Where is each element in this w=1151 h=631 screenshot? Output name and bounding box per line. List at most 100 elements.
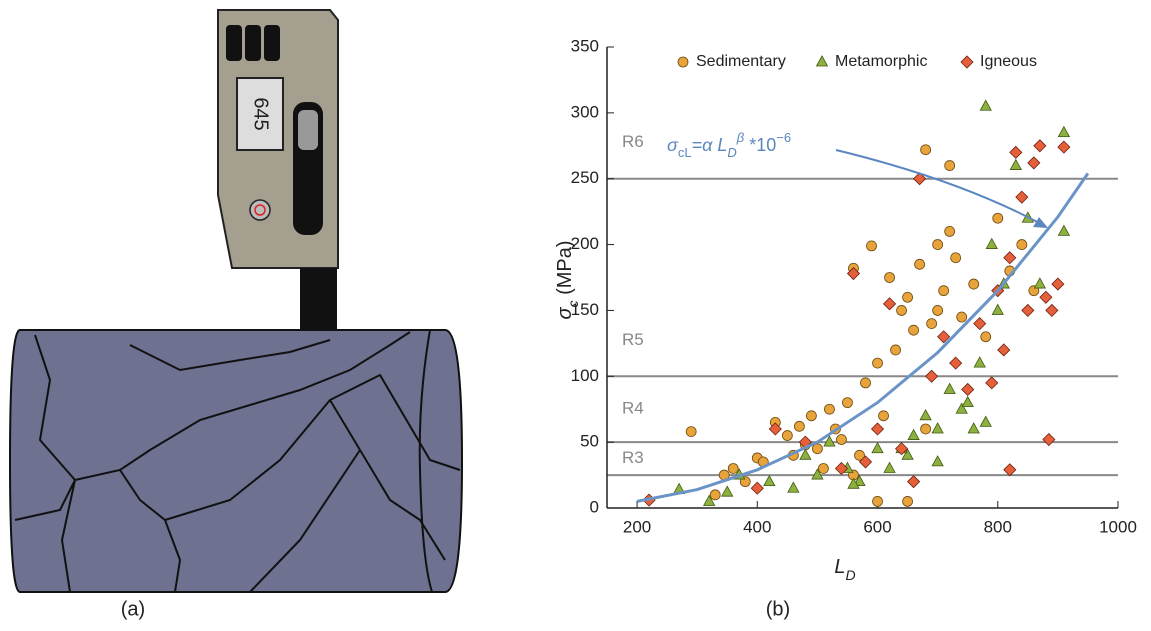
y-axis-title-unit: (MPa): [554, 240, 576, 300]
y-tick-label: 100: [571, 366, 599, 385]
point: [997, 343, 1011, 357]
point: [992, 212, 1004, 224]
class-label: R3: [622, 448, 644, 467]
power-button: [249, 199, 271, 221]
point: [961, 382, 975, 397]
point: [1009, 158, 1022, 170]
point: [871, 441, 884, 454]
y-tick-label: 200: [571, 234, 599, 253]
point: [944, 160, 956, 171]
point: [787, 481, 800, 493]
point: [883, 461, 896, 473]
point: [1045, 303, 1059, 317]
plot: R3 R4 R5 R6 0 50 100 150 200 250 300 350 200 400 600 80…: [571, 36, 1137, 536]
point: [1033, 139, 1047, 153]
point: [1009, 145, 1023, 159]
point: [967, 422, 980, 434]
point: [768, 422, 782, 436]
slider-grip: [298, 110, 318, 150]
panel-caption: (b): [766, 598, 790, 620]
point: [1057, 224, 1071, 236]
point: [1016, 239, 1028, 250]
point: [781, 430, 793, 441]
point: [943, 382, 956, 394]
point: [846, 266, 861, 281]
point: [799, 448, 812, 460]
point: [961, 395, 974, 408]
legend-label: Igneous: [980, 53, 1037, 70]
point: [926, 318, 938, 330]
point: [914, 258, 926, 270]
y-tick-label: 250: [571, 168, 599, 187]
display-reading: 645: [250, 97, 272, 130]
x-tick-label: 200: [623, 517, 651, 536]
point: [907, 475, 921, 489]
point: [931, 422, 944, 434]
point: [902, 496, 913, 507]
point: [919, 408, 932, 421]
fit-label-part: −6: [776, 130, 791, 145]
point: [854, 449, 865, 461]
fit-arrow: [835, 149, 1046, 227]
y-axis-title-symbol: σ: [554, 307, 576, 320]
point: [925, 369, 939, 383]
point: [858, 455, 873, 469]
button: [226, 25, 242, 61]
point: [1039, 290, 1053, 304]
power-icon: [254, 204, 266, 216]
point: [750, 481, 764, 495]
y-tick-label: 150: [571, 300, 599, 319]
class-label: R4: [622, 399, 644, 418]
rebound-hammer: 645: [217, 9, 339, 330]
fit-label-part: *10: [744, 135, 776, 155]
rock-core: [8, 329, 464, 593]
point: [842, 397, 853, 409]
point: [1033, 277, 1047, 289]
point: [902, 291, 913, 303]
x-tick-label: 1000: [1099, 517, 1137, 536]
point: [811, 468, 824, 480]
point: [950, 252, 962, 264]
point: [955, 402, 968, 414]
crack: [14, 331, 461, 593]
x-tick-label: 400: [743, 517, 771, 536]
y-tick-label: 350: [571, 36, 599, 55]
point: [968, 278, 980, 290]
legend-marker: [960, 55, 974, 69]
y-tick-label: 0: [590, 497, 599, 516]
point: [1021, 303, 1035, 317]
point: [709, 489, 721, 501]
point: [1057, 140, 1071, 154]
plunger: [300, 268, 337, 330]
display: [236, 77, 284, 151]
y-axis-title-sub: c: [565, 300, 581, 307]
point: [763, 474, 776, 487]
point: [1057, 125, 1071, 138]
y-tick-label: 300: [571, 102, 599, 121]
point: [979, 415, 992, 427]
legend-marker: [815, 55, 829, 67]
point: [847, 477, 860, 489]
point: [932, 239, 944, 250]
button: [245, 25, 261, 61]
point: [824, 403, 835, 415]
legend-label: Metamorphic: [835, 53, 927, 70]
point: [685, 426, 697, 438]
x-tick-label: 600: [863, 517, 891, 536]
point: [1051, 277, 1065, 291]
point: [1027, 156, 1041, 170]
fit-label-part: cL: [678, 145, 692, 160]
point: [973, 317, 987, 331]
button: [264, 25, 280, 61]
point: [870, 422, 885, 436]
fit-curve: [636, 172, 1090, 503]
point: [1015, 190, 1029, 204]
point: [895, 442, 909, 456]
class-label: R6: [622, 132, 644, 151]
y-axis-title: σc (MPa): [554, 240, 580, 319]
fit-label-part: D: [727, 145, 736, 160]
fit-label-part: β: [736, 130, 745, 145]
point: [937, 330, 951, 344]
point: [727, 463, 739, 474]
panel-caption: (a): [121, 598, 145, 620]
